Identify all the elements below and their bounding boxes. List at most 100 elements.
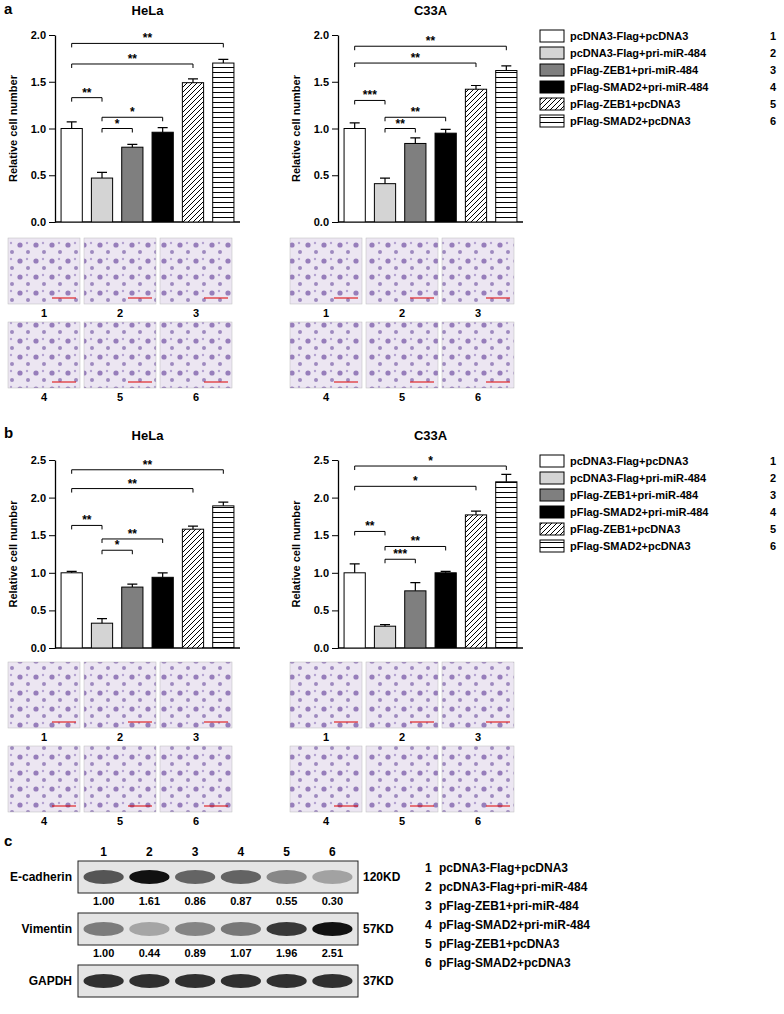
micrograph [160, 662, 232, 728]
blot-quant: 0.44 [139, 947, 161, 959]
blot-quant: 1.07 [230, 947, 251, 959]
y-axis-title: Relative cell number [290, 74, 302, 182]
legend-label: pcDNA3-Flag+pcDNA3 [570, 455, 688, 467]
y-tick-mark [49, 222, 55, 223]
y-tick-mark [49, 175, 55, 176]
significance-label: ** [128, 477, 138, 491]
legend-number: 4 [770, 81, 777, 93]
micrograph [84, 662, 156, 728]
y-tick-mark [332, 573, 338, 574]
legend-label: pFlag-ZEB1+pri-miR-484 [570, 64, 699, 76]
y-tick-mark [332, 222, 338, 223]
blot-legend-label: pFlag-SMAD2+pri-miR-484 [439, 918, 590, 932]
blot-size: 37KD [363, 974, 394, 988]
y-tick-label: 2.5 [314, 454, 329, 466]
micrograph [290, 322, 362, 388]
significance-label: * [413, 474, 418, 488]
y-tick-mark [332, 35, 338, 36]
micrograph-label: 2 [117, 731, 123, 743]
blot-quant: 1.96 [276, 947, 297, 959]
blot-band [312, 922, 352, 936]
y-tick: 0.5 [31, 169, 55, 181]
y-tick-mark [49, 573, 55, 574]
micrograph [290, 238, 362, 304]
error-bar [67, 571, 77, 573]
scale-bar [128, 806, 152, 807]
y-tick: 2.0 [314, 29, 338, 41]
micrograph [442, 662, 514, 728]
y-tick-mark [332, 460, 338, 461]
plot-area [61, 59, 234, 222]
bar [61, 129, 82, 223]
blot-row-name: GAPDH [29, 974, 72, 988]
blot-legend-number: 5 [425, 937, 432, 951]
panel-label: a [4, 0, 13, 17]
chart-title: HeLa [132, 428, 165, 443]
scale-bar [410, 382, 434, 383]
error-bar [158, 573, 168, 578]
blot-legend-label: pcDNA3-Flag+pcDNA3 [439, 861, 568, 875]
plot-area [344, 66, 517, 222]
micrograph [160, 322, 232, 388]
scale-bar [486, 298, 510, 299]
significance-label: ** [396, 117, 406, 131]
bar [122, 587, 143, 648]
y-tick: 0.5 [314, 169, 338, 181]
blot-strip [78, 965, 358, 997]
blot-row-name: Vimentin [22, 922, 72, 936]
bar [435, 133, 456, 222]
y-tick-label: 1.0 [314, 567, 329, 579]
legend-label: pFlag-SMAD2+pcDNA3 [570, 115, 691, 127]
error-bar [218, 59, 228, 63]
significance-label: ** [143, 31, 153, 45]
blot-strip [78, 861, 358, 893]
error-bar [218, 502, 228, 506]
y-tick-mark [332, 535, 338, 536]
legend-number: 6 [770, 115, 776, 127]
y-tick: 1.5 [31, 529, 55, 541]
scale-bar [204, 806, 228, 807]
blot-band [175, 922, 215, 936]
blot-quant: 1.00 [93, 947, 114, 959]
error-bar [410, 583, 420, 591]
significance-label: ** [128, 52, 138, 66]
micrograph-label: 2 [117, 307, 123, 319]
chart: C33ARelative cell number0.00.51.01.52.02… [290, 428, 523, 654]
micrograph-label: 4 [323, 391, 330, 403]
bar [344, 573, 365, 648]
y-tick-label: 0.5 [314, 604, 329, 616]
y-tick: 2.5 [314, 454, 338, 466]
micrograph [8, 662, 80, 728]
panel-label: c [4, 832, 12, 849]
error-bar [127, 144, 137, 147]
y-tick-label: 2.5 [31, 454, 46, 466]
blot-legend-number: 2 [425, 880, 432, 894]
scale-bar [334, 382, 358, 383]
micrograph-label: 4 [41, 391, 48, 403]
micrograph-label: 4 [41, 815, 48, 827]
significance-label: * [130, 105, 135, 119]
y-axis: 0.00.51.01.52.0 [31, 29, 56, 228]
error-bar [158, 128, 168, 133]
blot-band [129, 922, 169, 936]
blot-band [175, 870, 215, 884]
micrograph [8, 238, 80, 304]
error-bar [188, 526, 198, 529]
bar [465, 89, 486, 222]
bar [405, 143, 426, 222]
legend-swatch [540, 489, 564, 501]
bar [344, 129, 365, 223]
blot-legend-number: 3 [425, 899, 432, 913]
error-bar [350, 564, 360, 573]
micrograph-label: 6 [475, 391, 481, 403]
y-tick-label: 1.5 [314, 76, 329, 88]
y-axis-line [338, 461, 339, 649]
error-bar [127, 584, 137, 587]
bar [496, 71, 517, 222]
legend-number: 5 [770, 98, 776, 110]
micrograph [366, 322, 438, 388]
legend-number: 3 [770, 64, 776, 76]
scale-bar [204, 298, 228, 299]
blot-quant: 0.86 [184, 895, 205, 907]
bar [61, 573, 82, 648]
